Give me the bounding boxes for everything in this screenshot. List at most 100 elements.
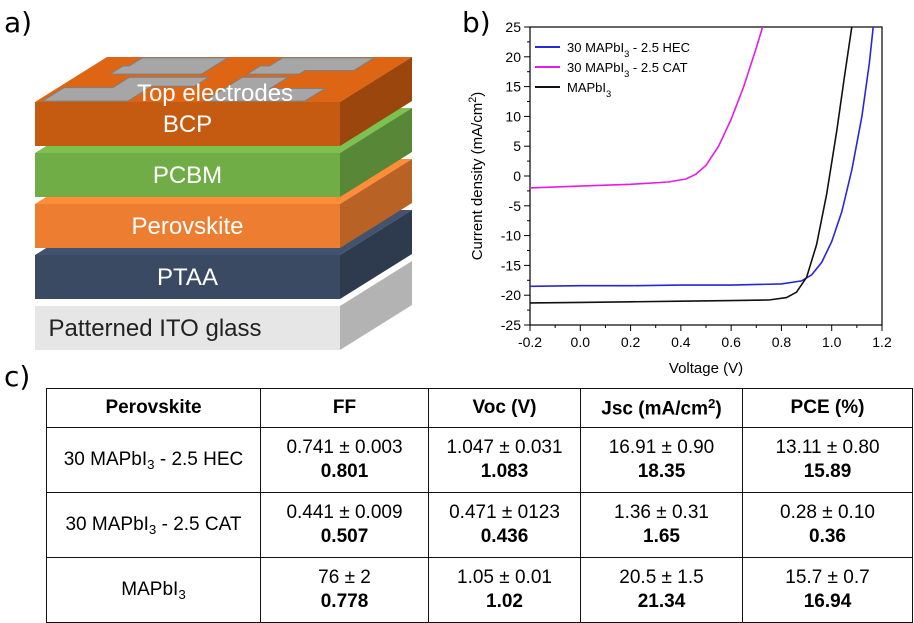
y-tick-label: -15 [501, 257, 521, 273]
layer-perovskite-label: Perovskite [131, 213, 243, 240]
cell-best-value: 15.89 [803, 461, 852, 482]
cell-mean-value: 0.28 ± 0.10 [780, 502, 875, 523]
x-tick-label: 0.6 [721, 334, 741, 350]
x-tick-label: 1.0 [822, 334, 842, 350]
y-tick-label: 5 [513, 138, 521, 154]
cell-best-value: 0.36 [809, 526, 846, 547]
layer-ptaa-label: PTAA [157, 264, 218, 291]
y-tick-label: 20 [505, 49, 521, 65]
legend-label-1: 30 MAPbI3 - 2.5 HEC [567, 40, 690, 59]
cell-mean-value: 0.471 ± 0123 [449, 502, 560, 523]
performance-table: Perovskite FF Voc (V) Jsc (mA/cm2) PCE (%) 3… [46, 388, 913, 623]
x-tick-label: -0.2 [518, 334, 542, 350]
table-cell: 16.91 ± 0.90 18.35 [580, 427, 743, 493]
layer-ptaa-side [340, 210, 412, 299]
cell-mean-value: 13.11 ± 0.80 [775, 437, 880, 458]
y-tick-label: -5 [509, 198, 522, 214]
layer-perovskite-side [340, 159, 412, 248]
layer-ito-front [35, 306, 340, 350]
legend-label-2: 30 MAPbI3 - 2.5 CAT [567, 60, 688, 79]
cell-mean-value: 1.36 ± 0.31 [614, 502, 709, 523]
x-axis-label: Voltage (V) [669, 360, 743, 377]
layer-bcp-label: BCP [163, 111, 212, 138]
cell-best-value: 16.94 [803, 591, 852, 612]
table-cell: 0.471 ± 0123 0.436 [428, 492, 581, 558]
y-tick-label: -20 [501, 287, 521, 303]
x-tick-label: 1.2 [872, 334, 892, 350]
table-cell: 76 ± 2 0.778 [260, 557, 429, 623]
table-header-cell: PCE (%) [742, 388, 913, 428]
top-electrodes-label: Top electrodes [137, 80, 293, 107]
table-row: MAPbI3 76 ± 2 0.778 1.05 ± 0.01 1.02 20.5 ± 1… [46, 557, 913, 623]
x-tick-label: 0.4 [671, 334, 691, 350]
y-tick-label: 10 [505, 108, 521, 124]
table-cell: 0.441 ± 0.009 0.507 [260, 492, 429, 558]
series-line-1 [530, 27, 874, 288]
x-tick-label: 0.8 [772, 334, 792, 350]
layer-ito-side [340, 261, 412, 350]
cell-best-value: 0.778 [320, 591, 369, 612]
cell-mean-value: 16.91 ± 0.90 [608, 437, 715, 458]
table-header-cell: Voc (V) [428, 388, 581, 428]
table-header-cell: Jsc (mA/cm2) [580, 388, 743, 428]
cell-best-value: 0.436 [480, 526, 529, 547]
top-electrode-2 [202, 76, 327, 102]
cell-mean-value: 20.5 ± 1.5 [619, 567, 704, 588]
panel-label-b: b) [462, 6, 491, 39]
cell-best-value: 1.02 [486, 591, 523, 612]
y-tick-label: -10 [501, 228, 521, 244]
table-cell: 15.7 ± 0.7 16.94 [742, 557, 913, 623]
cell-best-value: 21.34 [637, 591, 686, 612]
row-sample-name: 30 MAPbI3 - 2.5 CAT [46, 492, 261, 558]
layer-ptaa-front [35, 255, 340, 299]
top-electrode-4 [245, 57, 376, 75]
cell-mean-value: 1.047 ± 0.031 [446, 437, 563, 458]
table-cell: 0.28 ± 0.10 0.36 [742, 492, 913, 558]
cell-best-value: 0.801 [320, 461, 369, 482]
table-cell: 0.741 ± 0.003 0.801 [260, 427, 429, 493]
table-header-row: Perovskite FF Voc (V) Jsc (mA/cm2) PCE (%) [46, 388, 913, 428]
y-tick-label: 0 [513, 168, 521, 184]
cell-best-value: 18.35 [637, 461, 686, 482]
y-tick-label: -25 [501, 317, 521, 333]
series-line-3 [530, 27, 853, 304]
top-electrode-1 [40, 76, 211, 102]
table-cell: 20.5 ± 1.5 21.34 [580, 557, 743, 623]
cell-mean-value: 0.441 ± 0.009 [286, 502, 403, 523]
x-tick-label: 0.0 [571, 334, 591, 350]
table-cell: 1.047 ± 0.031 1.083 [428, 427, 581, 493]
layer-bcp-side [340, 57, 412, 146]
device-stack-diagram: Patterned ITO glass PTAA Perovskite PCBM BCP… [35, 57, 412, 350]
cell-best-value: 1.65 [643, 526, 680, 547]
table-header-cell: Perovskite [46, 388, 261, 428]
cell-best-value: 1.083 [480, 461, 529, 482]
cell-mean-value: 15.7 ± 0.7 [785, 567, 870, 588]
panel-label-c: c) [4, 360, 31, 393]
table-cell: 1.05 ± 0.01 1.02 [428, 557, 581, 623]
row-sample-name: MAPbI3 [46, 557, 261, 623]
table-header-cell: FF [260, 388, 429, 428]
layer-perovskite-front [35, 204, 340, 248]
cell-mean-value: 1.05 ± 0.01 [457, 567, 552, 588]
table-row: 30 MAPbI3 - 2.5 HEC 0.741 ± 0.003 0.801 1.0… [46, 427, 913, 493]
y-tick-label: 25 [505, 19, 521, 35]
layer-pcbm-side [340, 108, 412, 197]
table-cell: 1.36 ± 0.31 1.65 [580, 492, 743, 558]
layer-bcp-front [35, 102, 340, 146]
cell-mean-value: 0.741 ± 0.003 [286, 437, 403, 458]
series-line-2 [530, 27, 764, 189]
jv-chart: -0.2 0.0 0.2 0.4 0.6 0.8 1.0 1.2 -25 -20 -15 -10 -5 0… [467, 19, 892, 377]
cell-best-value: 0.507 [320, 526, 369, 547]
top-electrode-3 [108, 57, 230, 75]
layer-pcbm-label: PCBM [153, 162, 222, 189]
x-tick-label: 0.2 [621, 334, 641, 350]
layer-ito-label: Patterned ITO glass [49, 315, 262, 342]
y-axis-label: Current density (mA/cm2) [467, 92, 486, 261]
y-tick-label: 15 [505, 79, 521, 95]
panel-label-a: a) [4, 6, 33, 39]
row-sample-name: 30 MAPbI3 - 2.5 HEC [46, 427, 261, 493]
legend-label-3: MAPbI3 [567, 80, 611, 99]
layer-pcbm-front [35, 153, 340, 197]
table-cell: 13.11 ± 0.80 15.89 [742, 427, 913, 493]
table-row: 30 MAPbI3 - 2.5 CAT 0.441 ± 0.009 0.507 0.4… [46, 492, 913, 558]
